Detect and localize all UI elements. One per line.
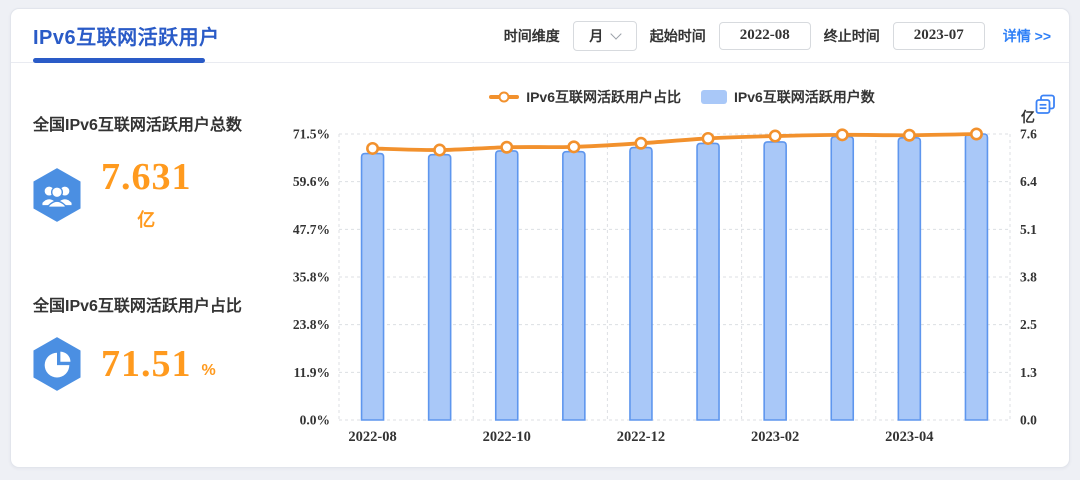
total-users-unit: 亿 <box>137 210 156 230</box>
end-time-input[interactable] <box>892 21 985 50</box>
right-axis-tick-label: 0.0 <box>1020 413 1037 428</box>
detail-link[interactable]: 详情 >> <box>1002 27 1051 44</box>
x-axis-tick-label: 2023-02 <box>751 429 799 445</box>
chart-legend: IPv6互联网活跃用户占比 IPv6互联网活跃用户数 <box>296 85 1068 109</box>
start-time-label: 起始时间 <box>649 27 706 44</box>
legend-item-bar[interactable]: IPv6互联网活跃用户数 <box>701 87 875 107</box>
bar-2023-02[interactable] <box>763 141 787 421</box>
line-marker-2022-09[interactable] <box>433 143 447 157</box>
right-axis-tick-label: 5.1 <box>1020 222 1037 237</box>
right-axis-tick-label: 6.4 <box>1020 174 1037 189</box>
total-users-value-block: 7.631 亿 <box>101 157 192 232</box>
chevron-down-icon <box>610 27 622 40</box>
ratio-title: 全国IPv6互联网活跃用户占比 <box>33 298 242 315</box>
title-underline <box>33 58 205 63</box>
total-users-value: 7.631 <box>101 156 192 198</box>
line-marker-2023-01[interactable] <box>701 131 715 145</box>
right-axis-tick-label: 3.8 <box>1020 270 1037 285</box>
left-axis-tick-label: 47.7% <box>293 222 330 237</box>
bar-2023-01[interactable] <box>696 142 720 421</box>
left-axis-tick-label: 23.8% <box>293 317 330 332</box>
x-axis-tick-label: 2022-10 <box>483 429 531 445</box>
bar-2023-05[interactable] <box>964 133 989 421</box>
line-marker-2022-11[interactable] <box>567 140 581 154</box>
time-dimension-select[interactable]: 月 <box>572 20 637 51</box>
line-marker-2023-02[interactable] <box>768 129 782 143</box>
left-axis-tick-label: 0.0% <box>300 413 330 428</box>
left-axis-tick-label: 35.8% <box>293 270 330 285</box>
bar-legend-swatch-icon <box>701 90 727 104</box>
users-hexagon-icon <box>33 167 81 222</box>
bar-2023-03[interactable] <box>830 135 855 421</box>
time-dimension-label: 时间维度 <box>503 27 560 44</box>
ipv6-active-users-card: IPv6互联网活跃用户 时间维度 月 起始时间 终止时间 详情 >> 全国IPv… <box>10 8 1070 468</box>
right-axis-tick-label: 2.5 <box>1020 317 1037 332</box>
time-dimension-value: 月 <box>589 27 604 44</box>
ratio-value: 71.51 <box>101 343 192 385</box>
bar-2022-12[interactable] <box>629 146 653 421</box>
bar-2023-04[interactable] <box>897 136 922 421</box>
data-view-icon[interactable] <box>1035 94 1056 115</box>
bar-2022-10[interactable] <box>494 150 519 421</box>
line-marker-2022-08[interactable] <box>366 141 380 155</box>
page-title: IPv6互联网活跃用户 <box>33 27 220 49</box>
legend-line-label: IPv6互联网活跃用户占比 <box>526 89 681 105</box>
line-marker-2022-10[interactable] <box>500 140 514 154</box>
left-axis-tick-label: 59.6% <box>293 174 330 189</box>
line-marker-2023-05[interactable] <box>969 127 983 141</box>
chart: 71.5% 7.6 59.6% 6.4 47.7% 5.1 35.8% 3.8 23.8% 2.5… <box>293 109 1037 445</box>
bar-2022-11[interactable] <box>562 150 586 421</box>
x-axis-tick-label: 2022-08 <box>348 429 396 445</box>
header-controls: 时间维度 月 起始时间 终止时间 详情 >> <box>503 20 1051 51</box>
bar-2022-08[interactable] <box>360 152 385 421</box>
total-users-title: 全国IPv6互联网活跃用户总数 <box>33 117 242 134</box>
legend-bar-label: IPv6互联网活跃用户数 <box>734 89 875 105</box>
chart-panel: IPv6互联网活跃用户占比 IPv6互联网活跃用户数 71.5% 7.6 59.6%… <box>293 85 1068 465</box>
line-marker-2023-03[interactable] <box>835 128 849 142</box>
ratio-unit: % <box>201 362 216 379</box>
pie-hexagon-icon <box>33 337 81 391</box>
left-axis-tick-label: 71.5% <box>293 127 330 142</box>
start-time-input[interactable] <box>718 21 811 50</box>
line-marker-2022-12[interactable] <box>634 136 648 150</box>
x-axis-tick-label: 2022-12 <box>617 429 665 445</box>
ratio-line-series <box>370 132 979 152</box>
left-axis-tick-label: 11.9% <box>294 365 330 380</box>
line-legend-marker-icon <box>489 95 520 99</box>
line-marker-2023-04[interactable] <box>902 128 916 142</box>
right-axis-tick-label: 1.3 <box>1020 365 1037 380</box>
legend-item-line[interactable]: IPv6互联网活跃用户占比 <box>489 87 681 107</box>
x-axis-tick-label: 2023-04 <box>885 429 933 445</box>
right-axis-tick-label: 7.6 <box>1020 127 1037 142</box>
bar-2022-09[interactable] <box>427 153 452 421</box>
ratio-stat: 71.51 % <box>29 335 216 393</box>
end-time-label: 终止时间 <box>823 27 880 44</box>
total-users-stat: 7.631 亿 <box>29 157 192 232</box>
card-header: IPv6互联网活跃用户 时间维度 月 起始时间 终止时间 详情 >> <box>11 9 1069 63</box>
right-axis-name: 亿 <box>1021 109 1035 126</box>
